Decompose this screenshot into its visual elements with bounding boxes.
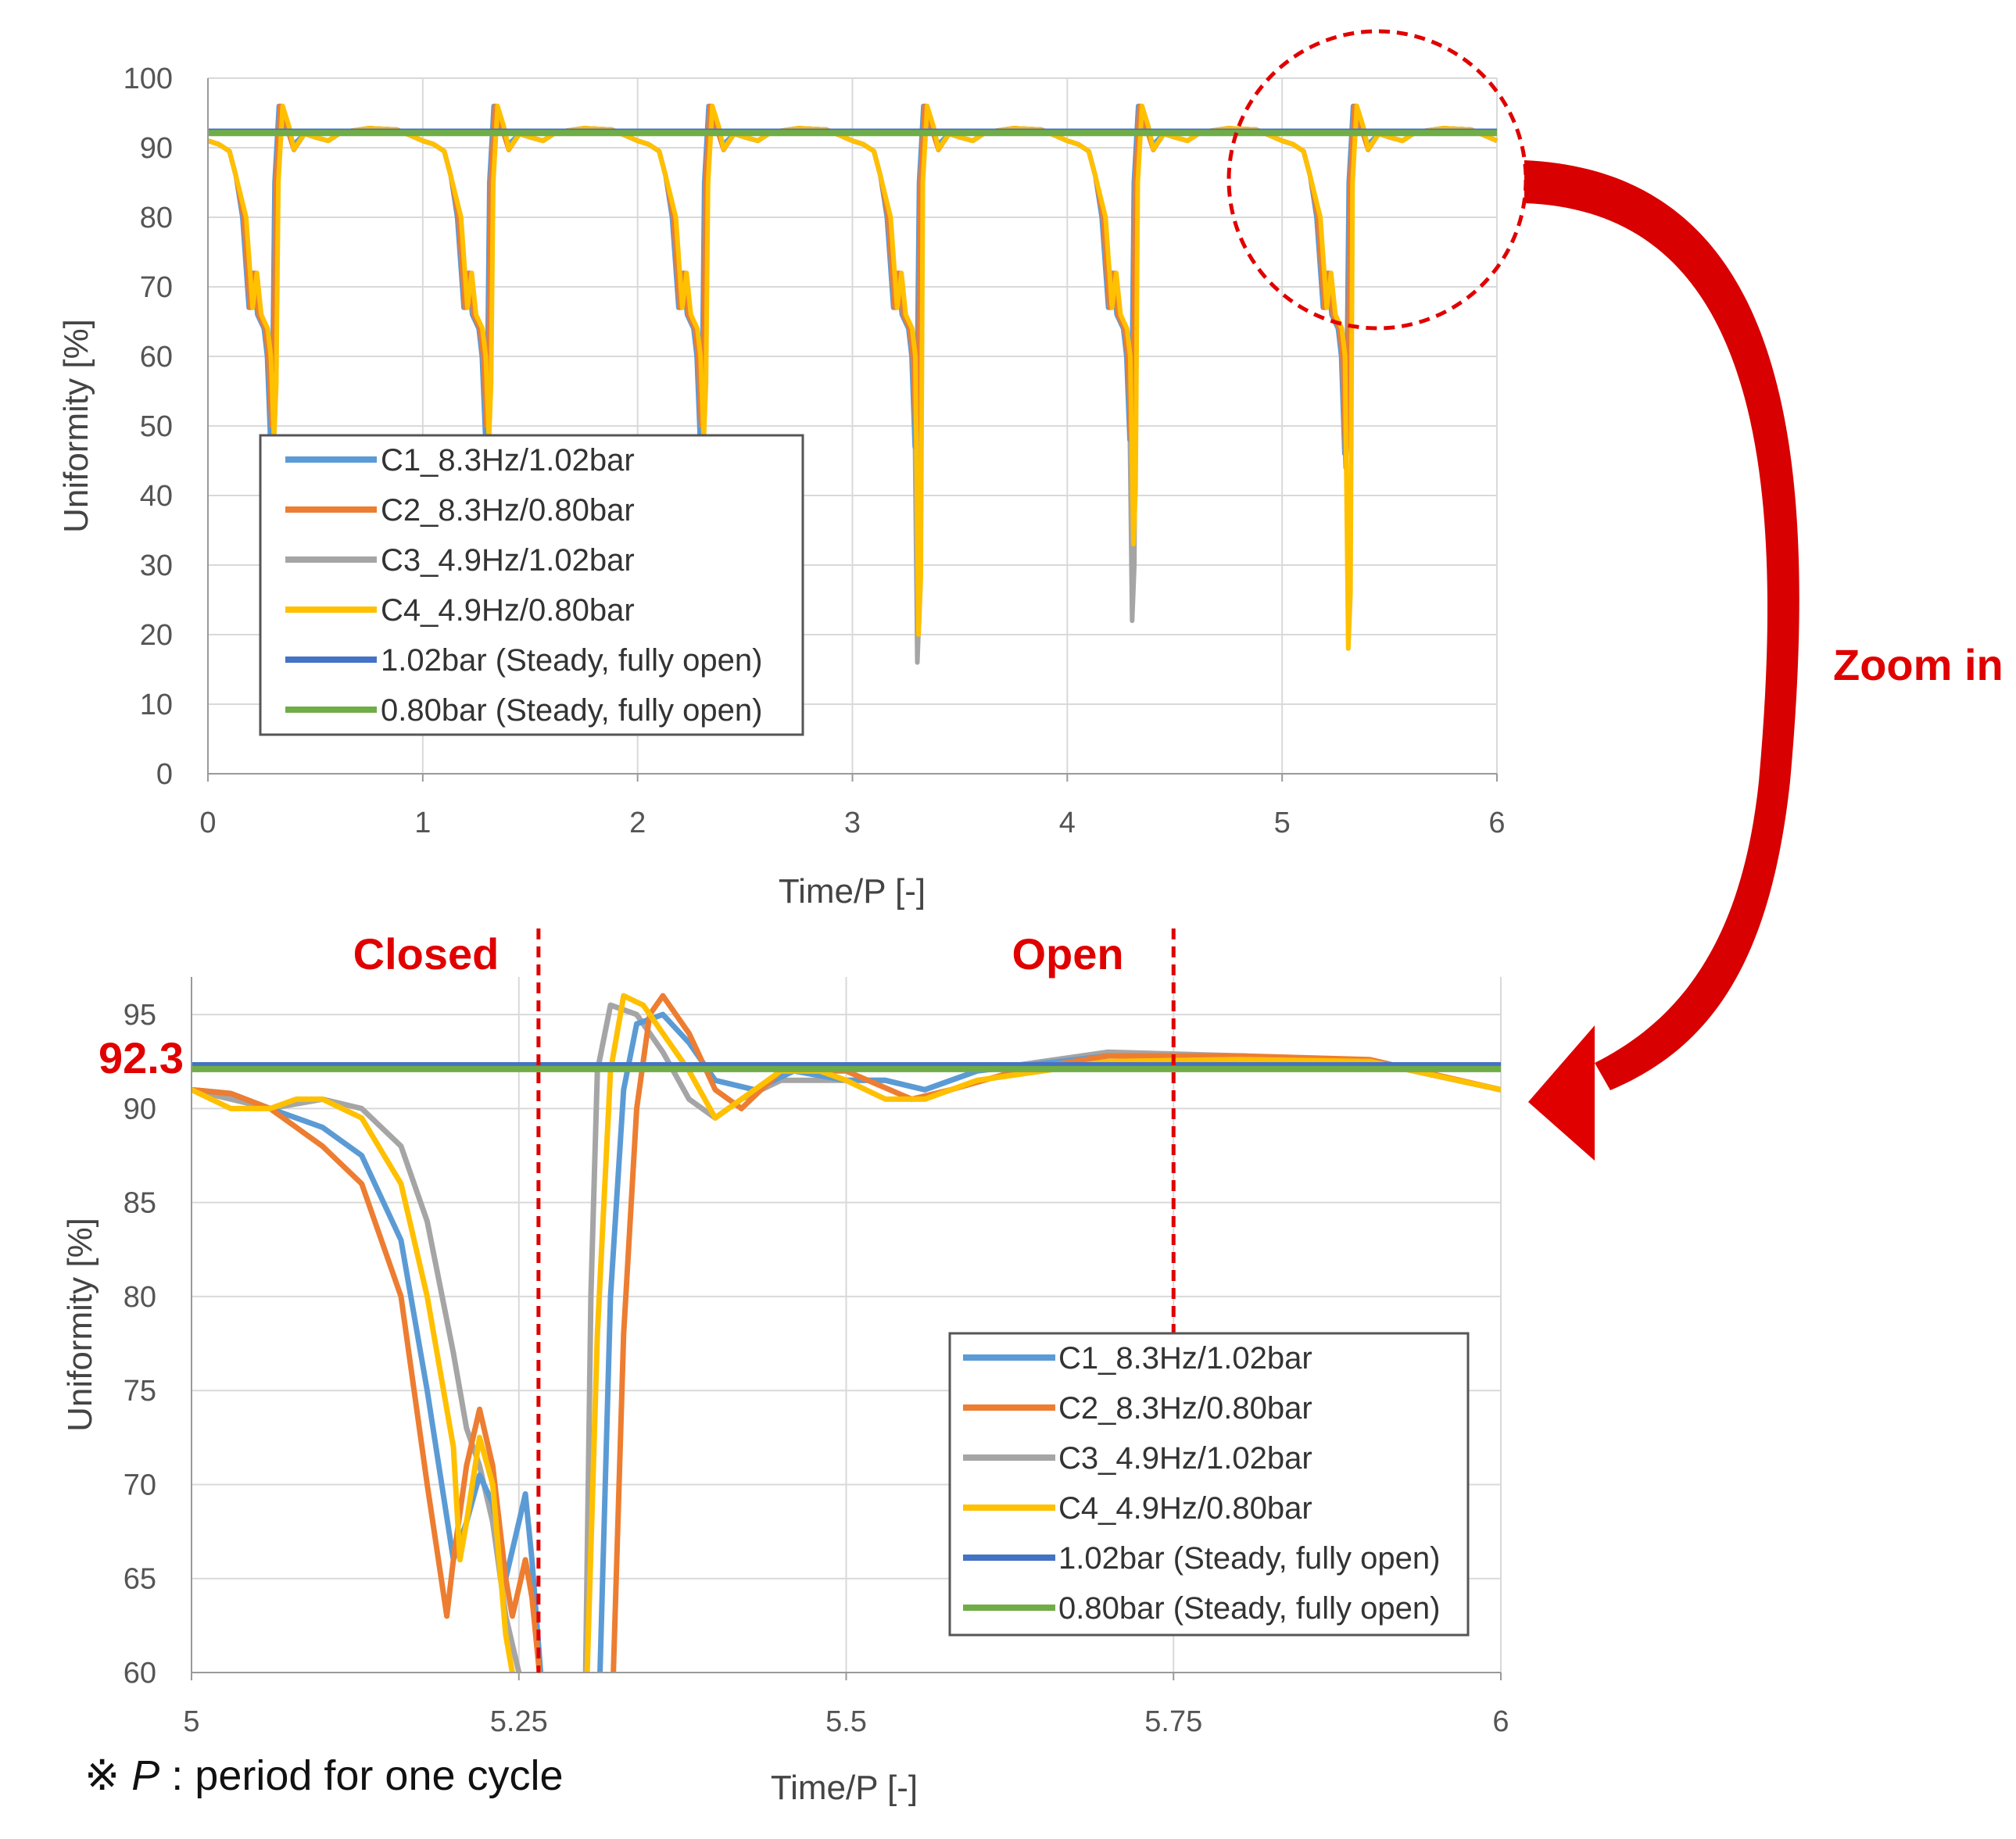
closed-label: Closed	[353, 929, 500, 979]
top-y-tick-label: 70	[140, 271, 173, 304]
zoom-legend-item: C4_4.9Hz/0.80bar	[963, 1491, 1312, 1526]
zoom-axes: 60 65 70 75 80 85 90 95 5 5.25 5.5 5.75 6	[124, 977, 1509, 1738]
zoom-y-tick-label: 70	[124, 1469, 156, 1501]
zoom-value-callout: 92.3	[98, 1033, 184, 1082]
top-x-tick-label: 5	[1274, 807, 1291, 839]
zoom-x-tick-label: 6	[1492, 1705, 1509, 1738]
top-legend-box	[259, 434, 804, 736]
zoom-legend-item: C2_8.3Hz/0.80bar	[963, 1391, 1312, 1426]
top-legend-item: C2_8.3Hz/0.80bar	[285, 493, 635, 528]
footnote-symbol: P	[131, 1752, 159, 1799]
top-x-tick-label: 6	[1488, 807, 1505, 839]
zoom-series-line-c4	[192, 993, 1501, 1673]
top-legend-item: C1_8.3Hz/1.02bar	[285, 443, 635, 478]
zoom-legend-label-c1: C1_8.3Hz/1.02bar	[1058, 1341, 1312, 1376]
top-y-tick-label: 80	[140, 202, 173, 234]
zoom-in-label: Zoom in	[1833, 640, 2003, 689]
zoom-legend: C1_8.3Hz/1.02bar C2_8.3Hz/0.80bar C3_4.9…	[948, 1332, 1470, 1637]
top-series-line-c4	[207, 103, 1499, 651]
zoom-series-group	[192, 993, 1501, 1673]
zoom-y-tick-label: 80	[124, 1281, 156, 1314]
top-legend-item: 1.02bar (Steady, fully open)	[285, 643, 762, 678]
zoom-legend-label-steady102: 1.02bar (Steady, fully open)	[1058, 1541, 1440, 1576]
zoom-series-line-c1	[192, 1011, 1501, 1673]
footnote-prefix: ※	[84, 1752, 131, 1799]
top-x-tick-label: 1	[414, 807, 431, 839]
open-label: Open	[1012, 929, 1123, 979]
zoom-series-line-c2	[192, 993, 1501, 1673]
top-legend-item: C4_4.9Hz/0.80bar	[285, 593, 635, 628]
footnote: ※ P : period for one cycle	[84, 1752, 564, 1799]
top-y-tick-label: 10	[140, 689, 173, 721]
zoom-chart: 60 65 70 75 80 85 90 95 5 5.25 5.5 5.75 6 Time/P [-]…	[61, 928, 1509, 1807]
legend-label-c2: C2_8.3Hz/0.80bar	[381, 493, 635, 528]
zoom-legend-label-c3: C3_4.9Hz/1.02bar	[1058, 1441, 1312, 1476]
zoom-x-tick-label: 5.25	[490, 1705, 548, 1738]
top-y-tick-label: 20	[140, 619, 173, 652]
top-series-group	[207, 103, 1499, 665]
zoom-phase-markers	[536, 928, 1176, 1673]
zoom-y-tick-label: 75	[124, 1375, 156, 1408]
zoom-y-axis-title: Uniformity [%]	[61, 1218, 99, 1432]
top-chart: 0 10 20 30 40 50 60 70 80 90 100 0 1 2 3 4 5 6 Time/P [-]…	[57, 29, 1528, 911]
zoom-arrow-body	[1524, 160, 1799, 1090]
top-y-tick-label: 90	[140, 132, 173, 165]
zoom-x-axis-title: Time/P [-]	[771, 1769, 918, 1807]
top-y-tick-label: 60	[140, 341, 173, 374]
zoom-y-tick-label: 85	[124, 1187, 156, 1220]
legend-label-c1: C1_8.3Hz/1.02bar	[381, 443, 635, 478]
zoom-legend-label-c4: C4_4.9Hz/0.80bar	[1058, 1491, 1312, 1526]
zoom-x-tick-label: 5.5	[825, 1705, 867, 1738]
top-y-tick-label: 30	[140, 549, 173, 582]
top-legend: C1_8.3Hz/1.02bar C2_8.3Hz/0.80bar C3_4.9…	[259, 434, 804, 736]
zoom-arrow-head	[1528, 1025, 1595, 1161]
top-y-axis-title: Uniformity [%]	[57, 319, 95, 533]
zoom-legend-box	[948, 1332, 1470, 1637]
legend-label-c3: C3_4.9Hz/1.02bar	[381, 543, 635, 578]
zoom-legend-label-steady080: 0.80bar (Steady, fully open)	[1058, 1591, 1440, 1626]
zoom-y-tick-label: 60	[124, 1657, 156, 1690]
legend-label-steady102: 1.02bar (Steady, fully open)	[381, 643, 762, 678]
top-y-tick-label: 0	[156, 758, 173, 791]
zoom-y-tick-label: 90	[124, 1093, 156, 1125]
zoom-legend-label-c2: C2_8.3Hz/0.80bar	[1058, 1391, 1312, 1426]
zoom-x-tick-label: 5	[183, 1705, 199, 1738]
top-y-tick-label: 40	[140, 480, 173, 513]
top-x-tick-label: 0	[199, 807, 216, 839]
top-x-tick-label: 4	[1059, 807, 1076, 839]
zoom-arrow: Zoom in	[1524, 160, 2003, 1161]
zoom-legend-item: 1.02bar (Steady, fully open)	[963, 1541, 1440, 1576]
top-y-tick-label: 100	[124, 63, 173, 95]
zoom-y-tick-label: 95	[124, 999, 156, 1032]
top-x-axis-title: Time/P [-]	[779, 872, 926, 911]
zoom-legend-item: 0.80bar (Steady, fully open)	[963, 1591, 1440, 1626]
legend-label-c4: C4_4.9Hz/0.80bar	[381, 593, 635, 628]
footnote-text: : period for one cycle	[159, 1752, 563, 1799]
top-y-tick-label: 50	[140, 410, 173, 443]
zoom-y-tick-label: 65	[124, 1563, 156, 1596]
top-legend-item: 0.80bar (Steady, fully open)	[285, 693, 762, 728]
top-axes: 0 10 20 30 40 50 60 70 80 90 100 0 1 2 3 4 5 6	[124, 63, 1506, 839]
top-x-tick-label: 3	[844, 807, 861, 839]
zoom-legend-item: C3_4.9Hz/1.02bar	[963, 1441, 1312, 1476]
zoom-x-tick-label: 5.75	[1144, 1705, 1202, 1738]
zoom-legend-item: C1_8.3Hz/1.02bar	[963, 1341, 1312, 1376]
legend-label-steady080: 0.80bar (Steady, fully open)	[381, 693, 762, 728]
top-x-tick-label: 2	[629, 807, 646, 839]
top-legend-item: C3_4.9Hz/1.02bar	[285, 543, 635, 578]
